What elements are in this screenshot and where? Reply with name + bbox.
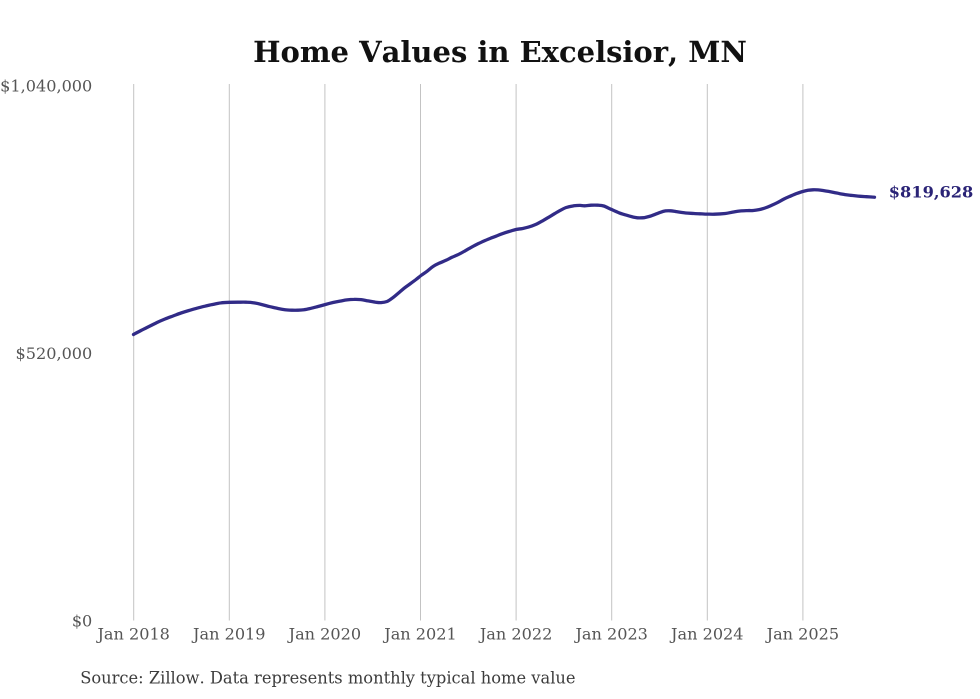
svg-text:$1,040,000: $1,040,000 bbox=[0, 76, 92, 95]
svg-text:Jan 2022: Jan 2022 bbox=[478, 625, 553, 644]
svg-text:Jan 2020: Jan 2020 bbox=[287, 625, 362, 644]
svg-text:Jan 2023: Jan 2023 bbox=[573, 625, 648, 644]
svg-text:Jan 2019: Jan 2019 bbox=[191, 625, 266, 644]
svg-text:$819,628: $819,628 bbox=[889, 182, 973, 201]
svg-text:Jan 2025: Jan 2025 bbox=[765, 625, 840, 644]
svg-text:Home Values in Excelsior, MN: Home Values in Excelsior, MN bbox=[253, 35, 747, 69]
svg-text:Jan 2024: Jan 2024 bbox=[669, 625, 744, 644]
svg-text:Source: Zillow. Data represent: Source: Zillow. Data represents monthly … bbox=[80, 669, 575, 688]
svg-text:$0: $0 bbox=[72, 611, 92, 630]
svg-text:Jan 2018: Jan 2018 bbox=[95, 625, 170, 644]
svg-text:Jan 2021: Jan 2021 bbox=[382, 625, 457, 644]
svg-text:$520,000: $520,000 bbox=[16, 344, 93, 363]
